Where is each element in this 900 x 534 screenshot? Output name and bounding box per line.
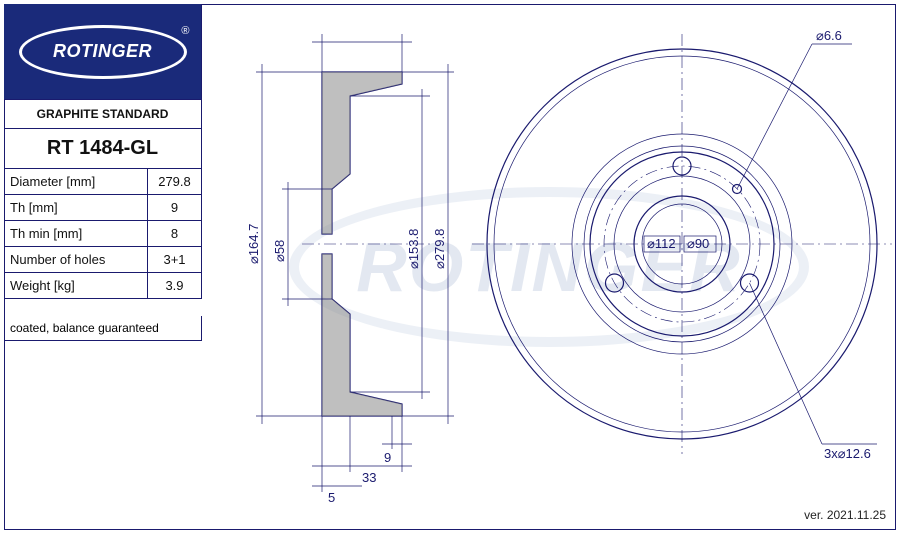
small-hole-label: ⌀6.6 [816, 28, 842, 43]
table-row: Th min [mm]8 [4, 221, 202, 247]
table-row: Number of holes3+1 [4, 247, 202, 273]
table-row: Th [mm]9 [4, 195, 202, 221]
logo-box: ROTINGER ® [4, 4, 202, 100]
spec-table: GRAPHITE STANDARD RT 1484-GL Diameter [m… [4, 100, 202, 299]
bore-label: ⌀90 [687, 236, 709, 251]
spec-header: GRAPHITE STANDARD [4, 100, 202, 129]
drawing-area: ROTINGER 9 33 5 [202, 4, 896, 530]
table-row: Diameter [mm]279.8 [4, 169, 202, 195]
pcd-label: ⌀112 [647, 236, 676, 251]
front-view: ⌀112 ⌀90 ⌀6.6 3x⌀12.6 [202, 4, 896, 530]
version-text: ver. 2021.11.25 [804, 508, 886, 522]
part-number: RT 1484-GL [4, 129, 202, 169]
logo-text: ROTINGER [53, 41, 152, 62]
table-row: Weight [kg]3.9 [4, 273, 202, 299]
registered-icon: ® [181, 25, 189, 37]
spec-footer: coated, balance guaranteed [4, 316, 202, 341]
bolt-label: 3x⌀12.6 [824, 446, 871, 461]
